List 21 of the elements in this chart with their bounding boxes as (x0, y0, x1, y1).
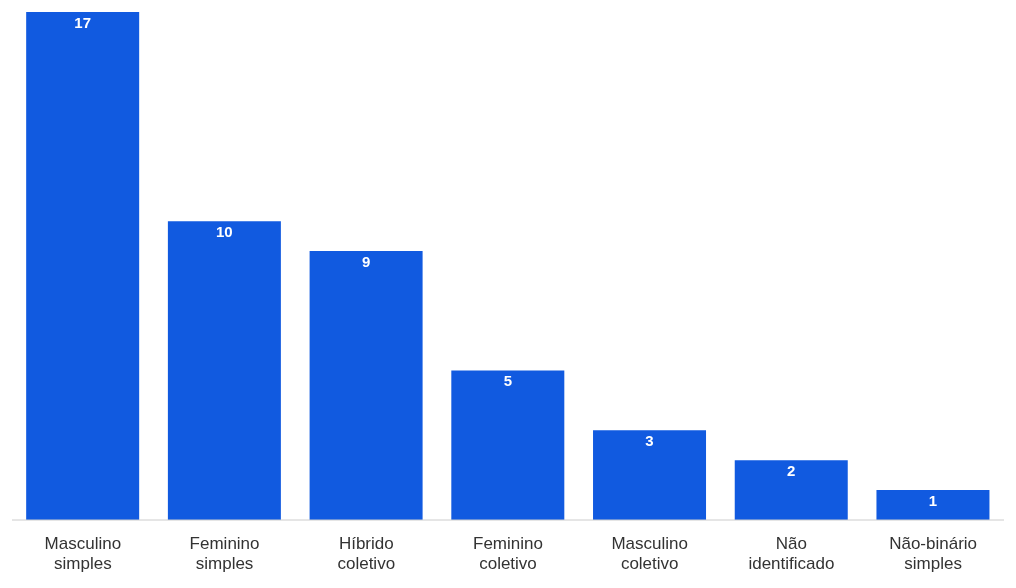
bar (876, 490, 990, 520)
x-tick-label: Não-binário simples (889, 534, 978, 573)
x-tick-label: Feminino simples (189, 534, 260, 573)
data-label: 5 (503, 372, 512, 390)
data-label: 1 (928, 491, 938, 509)
x-tick-label: Masculino simples (44, 534, 122, 573)
data-label: 10 (216, 222, 233, 240)
x-tick-label: Masculino coletivo (611, 534, 688, 573)
bar (734, 460, 848, 520)
data-label: 17 (74, 13, 92, 31)
x-tick-label: Feminino coletivo (473, 534, 543, 573)
data-label: 3 (645, 432, 654, 449)
x-tick-label: Híbrido coletivo (337, 534, 396, 573)
data-label: 9 (361, 252, 371, 270)
bar (309, 251, 423, 520)
x-tick-label: Não identificado (748, 534, 835, 573)
bar (167, 221, 281, 520)
bar (26, 12, 140, 520)
data-label: 2 (787, 461, 796, 479)
bar (451, 370, 565, 520)
bar (593, 430, 707, 520)
